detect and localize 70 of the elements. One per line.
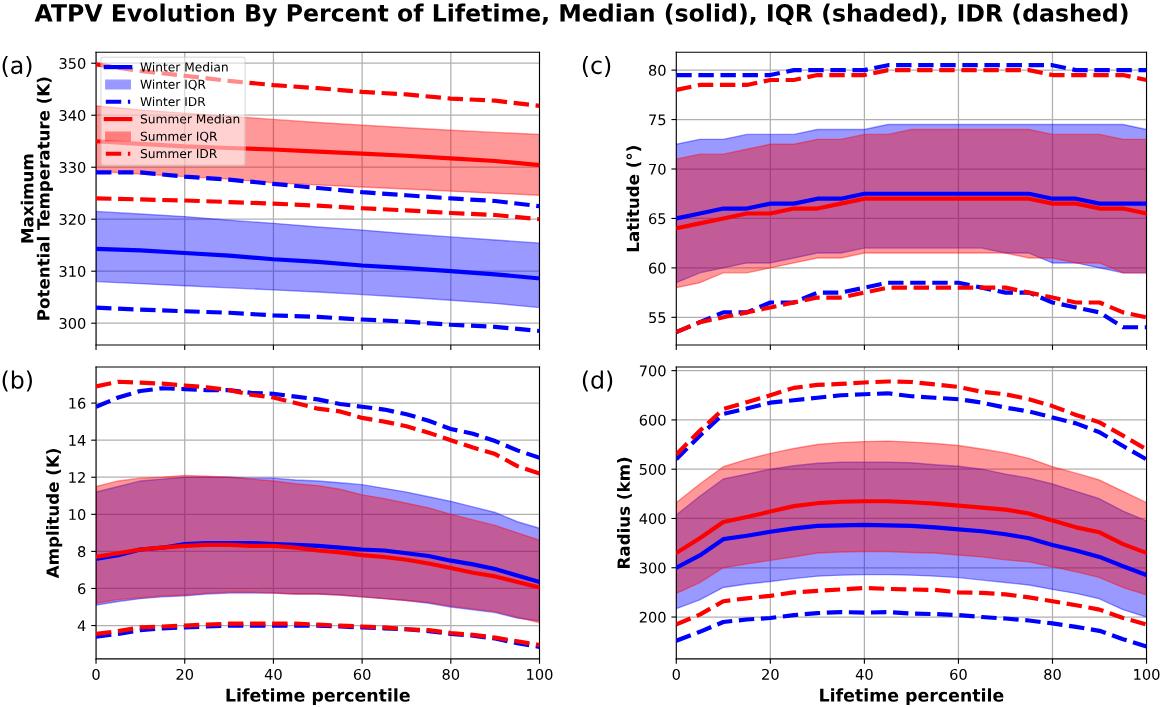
- text: ATPV Evolution By Percent of Lifetime, Median (solid), IQR (shaded), IDR (dashed): [34, 3, 1128, 27]
- line-series: [676, 379, 1147, 457]
- y-tick-label: 320: [59, 213, 86, 225]
- x-tick-label: 40: [264, 668, 282, 680]
- x-tick-label: 20: [176, 668, 194, 680]
- y-axis-title: Maximum Potential Temperature (K): [20, 77, 53, 320]
- legend-label: Winter IQR: [140, 79, 206, 91]
- x-tick-label: 100: [527, 668, 553, 680]
- x-tick-label: 80: [442, 668, 460, 680]
- x-tick-label: 60: [353, 668, 371, 680]
- chart-title: (d): [582, 370, 613, 392]
- y-tick-label: 350: [59, 57, 86, 69]
- x-tick-label: 40: [855, 668, 873, 680]
- y-tick-label: 6: [78, 583, 86, 595]
- line-series: [96, 196, 540, 222]
- y-tick-label: 4: [77, 620, 86, 632]
- line-series: [676, 391, 1147, 462]
- y-tick-label: 700: [639, 365, 666, 377]
- x-axis-title: Lifetime percentile: [226, 688, 410, 706]
- chart-title: (b): [2, 370, 32, 392]
- line-series: [96, 379, 540, 476]
- y-tick-label: 60: [649, 262, 666, 274]
- y-axis-title: Radius (km): [617, 457, 632, 568]
- y-tick-label: 8: [78, 546, 86, 558]
- y-tick-label: 10: [69, 509, 86, 521]
- y-tick-label: 500: [639, 463, 666, 475]
- y-tick-label: 330: [59, 161, 86, 173]
- y-tick-label: 65: [649, 213, 666, 225]
- y-axis-title: Latitude (°): [626, 146, 642, 252]
- y-tick-label: 400: [639, 513, 666, 525]
- x-tick-label: 80: [1044, 668, 1061, 680]
- line-series: [676, 196, 1147, 231]
- line-series: [676, 585, 1147, 627]
- line-series: [676, 191, 1147, 221]
- y-tick-label: 12: [69, 471, 85, 483]
- line-series: [96, 305, 540, 334]
- y-tick-label: 200: [639, 611, 666, 623]
- line-series: [96, 62, 540, 108]
- legend-label: Winter IDR: [140, 96, 206, 107]
- x-tick-label: 60: [950, 668, 967, 680]
- y-tick-label: 75: [649, 114, 666, 126]
- line-series: [96, 170, 540, 209]
- legend-label: Winter Median: [140, 62, 228, 72]
- line-series: [96, 246, 540, 281]
- line-series: [96, 386, 540, 460]
- y-tick-label: 600: [639, 414, 666, 426]
- y-tick-label: 16: [69, 397, 86, 409]
- y-tick-label: 340: [59, 109, 86, 121]
- x-tick-label: 0: [672, 668, 680, 680]
- chart-title: (a): [2, 55, 32, 77]
- y-tick-label: 300: [59, 317, 86, 329]
- y-tick-label: 70: [649, 163, 666, 175]
- legend-label: Summer IDR: [140, 148, 217, 159]
- legend-label: Summer Median: [140, 114, 240, 124]
- y-tick-label: 55: [649, 312, 666, 324]
- y-tick-label: 80: [648, 64, 666, 76]
- y-tick-label: 14: [69, 435, 86, 446]
- line-series: [676, 499, 1147, 556]
- y-tick-label: 300: [639, 562, 666, 574]
- legend-label: Summer IQR: [140, 131, 218, 143]
- x-tick-label: 20: [762, 668, 779, 680]
- x-tick-label: 0: [92, 668, 100, 680]
- line-series: [676, 610, 1147, 649]
- line-series: [676, 68, 1147, 92]
- y-axis-title: Amplitude (K): [46, 449, 63, 579]
- chart-title: (c): [582, 55, 611, 77]
- line-series: [676, 522, 1147, 578]
- x-tick-label: 100: [1134, 668, 1160, 680]
- x-axis-title: Lifetime percentile: [820, 688, 1004, 706]
- y-tick-label: 310: [59, 265, 86, 277]
